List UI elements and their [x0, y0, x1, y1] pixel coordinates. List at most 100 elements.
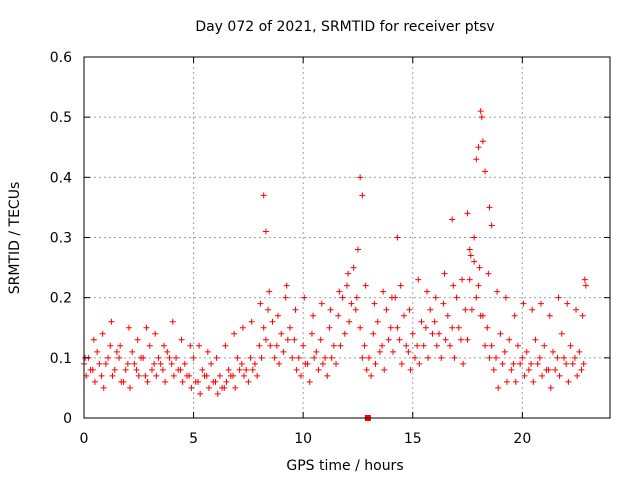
data-point: [363, 366, 370, 373]
data-point: [210, 378, 217, 385]
data-point: [308, 330, 315, 337]
data-point: [478, 114, 485, 121]
data-point: [471, 234, 478, 241]
data-point: [532, 336, 539, 343]
data-point: [488, 342, 495, 349]
data-point: [213, 354, 220, 361]
data-point: [274, 312, 281, 319]
data-point: [427, 306, 434, 313]
data-point: [365, 354, 372, 361]
data-point: [550, 348, 557, 355]
data-point: [236, 366, 243, 373]
data-point: [464, 336, 471, 343]
data-point: [129, 348, 136, 355]
data-point: [178, 336, 185, 343]
data-point: [344, 282, 350, 289]
data-point: [462, 306, 469, 313]
data-point: [578, 366, 585, 373]
data-point: [529, 306, 536, 313]
data-point: [282, 294, 289, 301]
data-point: [102, 360, 109, 367]
data-point: [387, 324, 394, 331]
data-point: [214, 390, 221, 397]
data-point: [400, 312, 407, 319]
data-point: [455, 324, 462, 331]
data-point: [534, 360, 541, 367]
data-point: [383, 306, 390, 313]
data-point: [313, 348, 320, 355]
data-point: [425, 354, 432, 361]
data-point: [440, 300, 447, 307]
data-point: [466, 276, 473, 283]
data-point: [374, 318, 381, 325]
data-point: [302, 360, 309, 367]
data-point: [199, 366, 206, 373]
data-point: [423, 288, 430, 295]
data-point: [91, 378, 98, 385]
data-point: [155, 354, 162, 361]
data-points: [81, 108, 589, 421]
data-point: [100, 384, 107, 391]
data-point: [297, 372, 304, 379]
data-point: [409, 330, 416, 337]
data-point: [486, 204, 493, 211]
data-point: [547, 384, 554, 391]
data-point: [164, 348, 171, 355]
data-point: [354, 246, 361, 253]
data-point: [528, 360, 535, 367]
data-point: [245, 378, 252, 385]
y-tick-label: 0.4: [50, 170, 72, 186]
data-point: [359, 192, 366, 199]
data-point: [160, 342, 167, 349]
data-point: [432, 294, 439, 301]
data-point: [204, 348, 211, 355]
data-point: [318, 300, 325, 307]
data-point: [260, 324, 267, 331]
data-point: [488, 222, 495, 229]
y-tick-label: 0: [63, 411, 72, 427]
data-point: [223, 378, 230, 385]
data-point: [493, 354, 500, 361]
data-point: [414, 342, 421, 349]
data-point: [127, 384, 134, 391]
data-point: [381, 366, 388, 373]
x-tick-label: 5: [189, 431, 198, 447]
data-point: [107, 342, 114, 349]
data-point: [517, 360, 524, 367]
data-point: [357, 324, 364, 331]
data-point: [537, 300, 544, 307]
data-point: [341, 330, 348, 337]
chart-title: Day 072 of 2021, SRMTID for receiver pts…: [195, 19, 494, 35]
data-point: [284, 336, 291, 343]
data-point: [521, 372, 528, 379]
data-point: [494, 288, 501, 295]
data-point: [476, 264, 483, 271]
data-point: [108, 318, 115, 325]
data-point: [98, 372, 105, 379]
data-point: [350, 264, 357, 271]
data-point: [519, 354, 526, 361]
data-point: [460, 360, 467, 367]
data-point: [293, 366, 300, 373]
data-point: [166, 354, 173, 361]
data-point: [143, 324, 150, 331]
data-point: [216, 372, 223, 379]
data-point: [231, 330, 238, 337]
data-point: [359, 354, 366, 361]
data-point: [262, 336, 269, 343]
data-point: [330, 342, 337, 349]
data-point: [580, 360, 587, 367]
data-point: [546, 312, 553, 319]
data-point: [442, 336, 449, 343]
data-point: [247, 354, 254, 361]
data-point: [362, 282, 369, 289]
data-point: [451, 354, 458, 361]
y-tick-label: 0.2: [50, 291, 72, 307]
data-point: [555, 294, 562, 301]
data-point: [482, 168, 489, 175]
data-point: [416, 360, 423, 367]
data-point: [433, 342, 440, 349]
data-point: [497, 330, 504, 337]
data-point: [184, 372, 191, 379]
data-point: [569, 360, 576, 367]
